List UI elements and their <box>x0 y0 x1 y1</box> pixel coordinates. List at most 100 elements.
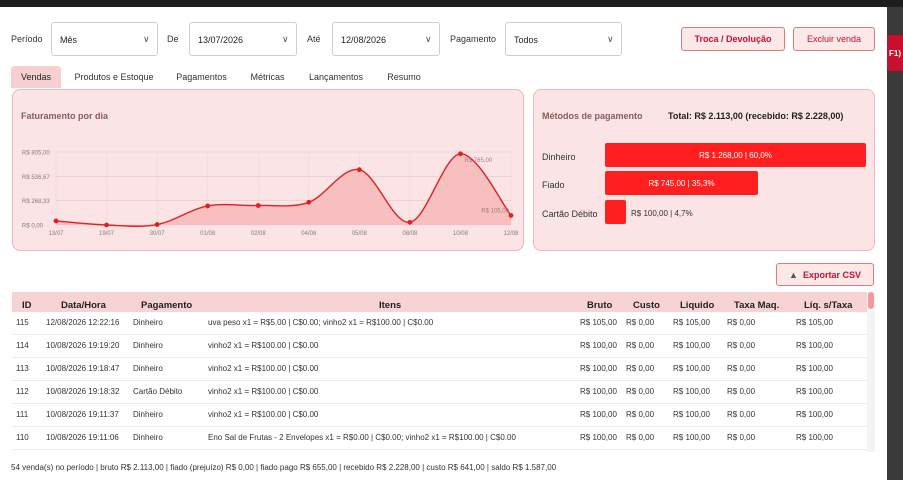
exchange-return-button[interactable]: Troca / Devolução <box>681 27 785 51</box>
table-row[interactable]: 110 10/08/2026 19:11:06 Dinheiro Eno Sal de… <box>12 427 867 450</box>
tab-metricas[interactable]: Métricas <box>239 66 296 88</box>
table-row[interactable]: 111 10/08/2026 19:11:37 Dinheiro vinho2 x1 … <box>12 404 867 427</box>
export-csv-button[interactable]: ▲ Exportar CSV <box>776 263 874 286</box>
column-header[interactable]: Pagamento <box>141 300 193 311</box>
summary-footer: 54 venda(s) no período | bruto R$ 2.113,… <box>11 463 557 472</box>
x-tick-label: 08/08 <box>402 231 418 237</box>
table-cell: 114 <box>16 341 29 350</box>
x-tick-label: 05/08 <box>352 231 368 237</box>
table-cell: 115 <box>16 318 29 327</box>
payment-label: Pagamento <box>450 34 497 44</box>
table-cell: Dinheiro <box>133 364 163 373</box>
table-cell: R$ 100,00 <box>673 364 710 373</box>
column-header[interactable]: Custo <box>633 300 660 311</box>
column-header[interactable]: Itens <box>379 300 402 311</box>
period-select[interactable]: Mês ∨ <box>51 22 158 56</box>
data-point <box>508 213 514 218</box>
table-cell: 10/08/2026 19:18:32 <box>46 387 120 396</box>
table-cell: R$ 0,00 <box>727 364 756 373</box>
to-label: Até <box>307 34 321 44</box>
period-label: Período <box>11 34 43 44</box>
x-tick-label: 12/08 <box>503 231 519 237</box>
tab-vendas[interactable]: Vendas <box>11 66 61 88</box>
chevron-down-icon: ∨ <box>143 34 150 44</box>
payment-methods-total: Total: R$ 2.113,00 (recebido: R$ 2.228,0… <box>668 111 844 121</box>
table-cell: R$ 105,00 <box>580 318 617 327</box>
payment-select[interactable]: Todos ∨ <box>505 22 622 56</box>
table-cell: R$ 0,00 <box>727 410 756 419</box>
column-header[interactable]: Taxa Maq. <box>734 300 780 311</box>
x-tick-label: 10/08 <box>453 231 469 237</box>
delete-sale-button[interactable]: Excluir venda <box>793 27 875 51</box>
table-cell: R$ 100,00 <box>796 364 833 373</box>
data-point <box>53 218 59 224</box>
table-cell: Cartão Débito <box>133 387 183 396</box>
tab-produtos-estoque[interactable]: Produtos e Estoque <box>63 66 165 88</box>
data-point <box>458 151 463 157</box>
data-point <box>104 222 109 228</box>
table-row[interactable]: 115 12/08/2026 12:22:16 Dinheiro uva peso x… <box>12 312 867 335</box>
period-select-value: Mês <box>60 35 78 45</box>
to-date-input[interactable]: 12/08/2026 ∨ <box>332 22 440 56</box>
table-cell: Dinheiro <box>133 410 163 419</box>
table-cell: R$ 105,00 <box>796 318 833 327</box>
column-header[interactable]: ID <box>22 300 32 311</box>
data-point <box>356 167 362 173</box>
data-point <box>205 203 211 209</box>
revenue-chart-card: Faturamento por dia R$ 805,00 R$ 536,67 R$… <box>12 89 524 251</box>
table-cell: 113 <box>16 364 29 373</box>
column-header[interactable]: Data/Hora <box>61 300 106 311</box>
payment-method-name: Fiado <box>542 180 565 190</box>
table-cell: R$ 0,00 <box>727 387 756 396</box>
table-cell: uva peso x1 = R$5.00 | C$0.00; vinho2 x1… <box>208 318 434 327</box>
chevron-down-icon: ∨ <box>282 34 289 44</box>
data-point <box>255 203 261 208</box>
from-date-input[interactable]: 13/07/2026 ∨ <box>189 22 297 56</box>
window-top-bar <box>0 0 903 7</box>
data-point <box>154 222 160 227</box>
table-cell: R$ 100,00 <box>673 387 710 396</box>
tab-lancamentos[interactable]: Lançamentos <box>297 66 375 88</box>
table-cell: R$ 0,00 <box>626 387 655 396</box>
table-cell: R$ 100,00 <box>580 341 617 350</box>
table-cell: R$ 0,00 <box>727 318 756 327</box>
tab-resumo[interactable]: Resumo <box>375 66 433 88</box>
revenue-chart-title: Faturamento por dia <box>21 111 109 121</box>
tab-pagamentos[interactable]: Pagamentos <box>165 66 238 88</box>
table-cell: R$ 100,00 <box>796 433 833 442</box>
table-row[interactable]: 112 10/08/2026 19:18:32 Cartão Débito vinho… <box>12 381 867 404</box>
table-cell: Dinheiro <box>133 318 163 327</box>
x-tick-label: 30/07 <box>150 231 166 237</box>
data-point <box>306 199 312 205</box>
payment-method-name: Dinheiro <box>542 152 576 162</box>
table-cell: R$ 100,00 <box>796 410 833 419</box>
table-cell: R$ 100,00 <box>673 410 710 419</box>
table-cell: 10/08/2026 19:11:06 <box>46 433 119 442</box>
table-scrollbar-thumb[interactable] <box>868 292 874 309</box>
table-cell: R$ 100,00 <box>796 387 833 396</box>
filter-bar: Período Mês ∨ De 13/07/2026 ∨ Até 12/08/… <box>0 22 887 56</box>
table-cell: Dinheiro <box>133 341 163 350</box>
x-tick-label: 02/08 <box>251 231 267 237</box>
background-red-tab: F1) <box>887 35 903 71</box>
table-scrollbar[interactable] <box>867 292 875 452</box>
column-header[interactable]: Líq. s/Taxa <box>804 300 853 311</box>
table-cell: R$ 0,00 <box>626 364 655 373</box>
x-tick-label: 19/07 <box>99 231 115 237</box>
payment-method-bar: R$ 1.268,00 | 60,0% <box>605 143 866 167</box>
table-cell: 12/08/2026 12:22:16 <box>46 318 120 327</box>
column-header[interactable]: Bruto <box>587 300 613 311</box>
table-cell: 110 <box>16 433 29 442</box>
background-window-edge: F1) <box>887 7 903 480</box>
table-row[interactable]: 114 10/08/2026 19:19:20 Dinheiro vinho2 x1 … <box>12 335 867 358</box>
table-cell: 111 <box>16 410 29 419</box>
data-point <box>407 219 413 225</box>
table-cell: vinho2 x1 = R$100.00 | C$0.00 <box>208 387 319 396</box>
table-row[interactable]: 113 10/08/2026 19:18:47 Dinheiro vinho2 x1 … <box>12 358 867 381</box>
payment-method-value: R$ 100,00 | 4,7% <box>631 209 693 218</box>
table-cell: vinho2 x1 = R$100.00 | C$0.00 <box>208 410 319 419</box>
table-cell: R$ 0,00 <box>626 433 655 442</box>
chevron-down-icon: ∨ <box>607 34 614 44</box>
download-icon: ▲ <box>789 269 798 280</box>
column-header[interactable]: Liquido <box>680 300 715 311</box>
